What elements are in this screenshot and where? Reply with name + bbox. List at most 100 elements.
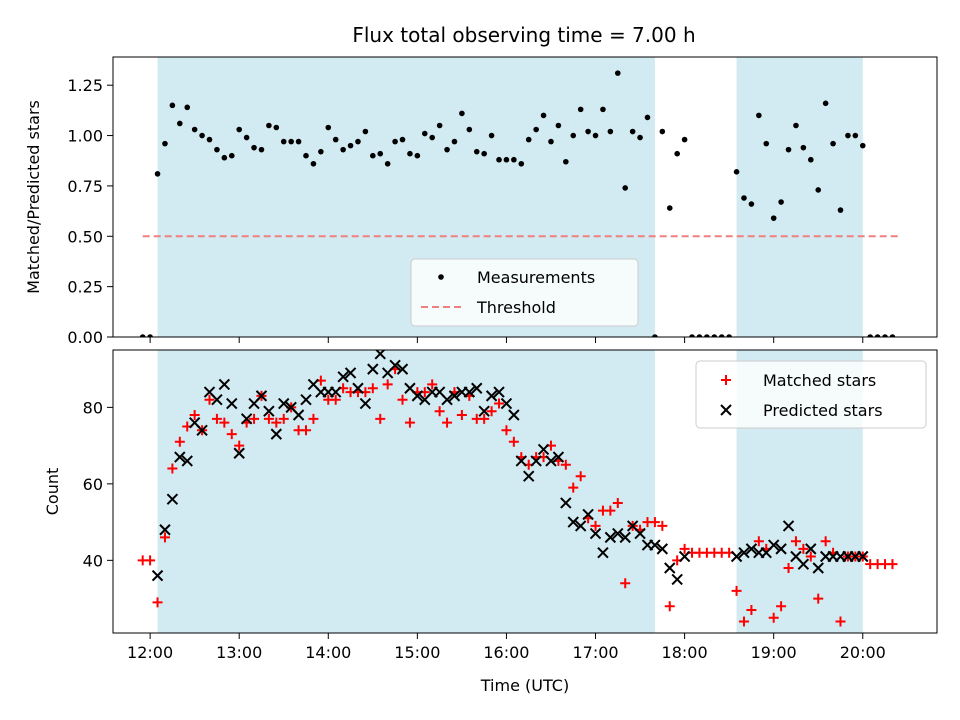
measurement-point (666, 205, 673, 211)
matched-point (479, 413, 490, 424)
predicted-point (485, 390, 498, 402)
x-tick-label: 12:00 (127, 643, 173, 662)
measurement-point (384, 160, 391, 167)
measurement-point (518, 160, 525, 167)
predicted-point (367, 363, 379, 375)
predicted-point (678, 550, 691, 563)
measurement-point (251, 144, 257, 151)
measurement-point (852, 132, 859, 139)
y-tick-label: 60 (83, 475, 103, 494)
predicted-point (159, 524, 171, 536)
measurement-point (607, 128, 614, 135)
measurement-point (429, 134, 436, 141)
matched-point (664, 601, 675, 612)
predicted-point (649, 539, 661, 551)
predicted-point (226, 397, 238, 410)
measurement-point (407, 150, 413, 157)
predicted-point (493, 386, 505, 398)
measurement-point (466, 126, 473, 133)
matched-point (620, 578, 631, 589)
matched-point (560, 459, 571, 470)
predicted-point (530, 455, 542, 467)
predicted-point (619, 531, 631, 544)
matched-point (612, 497, 623, 508)
predicted-point (270, 428, 283, 440)
predicted-point (174, 451, 186, 463)
matched-point (397, 394, 408, 405)
matched-point (189, 410, 200, 421)
matched-point (204, 394, 215, 405)
y-tick-label: 1.00 (67, 127, 103, 146)
measurement-point (162, 140, 168, 147)
predicted-point (471, 382, 483, 394)
x-tick-label: 14:00 (305, 643, 351, 662)
legend-label-predicted: Predicted stars (763, 401, 883, 420)
matched-point (167, 463, 178, 474)
matched-point (508, 436, 519, 447)
measurement-point (793, 122, 799, 129)
measurement-point (859, 142, 866, 149)
measurement-point (882, 334, 888, 337)
measurement-point (570, 132, 577, 139)
predicted-point (745, 543, 758, 555)
measurement-point (867, 334, 873, 337)
predicted-point (797, 558, 810, 570)
plot-frame (112, 349, 938, 634)
predicted-point (671, 573, 683, 586)
legend-marker-measurements (438, 274, 444, 280)
measurement-point (704, 334, 710, 337)
legend-box (695, 360, 927, 429)
measurement-point (340, 146, 346, 153)
predicted-point (411, 390, 424, 402)
measurement-point (481, 150, 487, 157)
measurement-point (770, 215, 777, 221)
matched-point (568, 482, 579, 493)
y-tick-label: 80 (83, 398, 103, 417)
measurement-point (726, 334, 732, 337)
measurement-point (362, 128, 369, 135)
predicted-point (582, 508, 594, 521)
measurement-point (718, 334, 725, 337)
matched-point (575, 471, 586, 482)
matched-point (367, 383, 378, 394)
matched-point (605, 505, 616, 516)
measurement-point (266, 122, 272, 129)
matched-point (805, 551, 816, 562)
matched-point (738, 616, 749, 627)
plot-frame (112, 56, 938, 338)
measurement-point (659, 128, 666, 135)
measurement-point (191, 126, 198, 133)
x-tick-label: 15:00 (394, 643, 440, 662)
y-tick-label: 40 (83, 551, 103, 570)
predicted-point (218, 378, 231, 391)
predicted-point (515, 455, 527, 467)
predicted-point (359, 397, 372, 410)
measurement-point (370, 152, 376, 159)
legend: Matched stars Predicted stars (695, 360, 927, 429)
measurement-point (577, 106, 584, 113)
matched-point (404, 417, 415, 428)
measurement-point (555, 122, 562, 129)
predicted-point (240, 413, 253, 425)
predicted-point (329, 386, 342, 398)
measurement-point (199, 132, 205, 139)
measurement-point (169, 102, 176, 109)
measurement-point (815, 187, 822, 193)
matched-point (249, 413, 260, 424)
matched-point (234, 440, 245, 451)
predicted-point (263, 405, 275, 417)
y-tick-label: 0.75 (67, 177, 103, 196)
legend-label-threshold: Threshold (476, 298, 556, 317)
measurement-point (785, 146, 792, 153)
matched-point (790, 536, 801, 547)
measurement-point (488, 132, 495, 139)
measurement-point (414, 152, 421, 159)
predicted-point (857, 550, 869, 563)
measurement-point (214, 146, 220, 153)
measurement-point (503, 156, 510, 163)
measurement-point (637, 134, 643, 141)
matched-point (776, 601, 787, 612)
y-tick-label: 1.25 (67, 76, 103, 95)
count-plot: 12:00 13:00 14:00 15:00 16:00 17:00 18:00 19:00… (43, 349, 938, 695)
predicted-point (782, 520, 795, 532)
